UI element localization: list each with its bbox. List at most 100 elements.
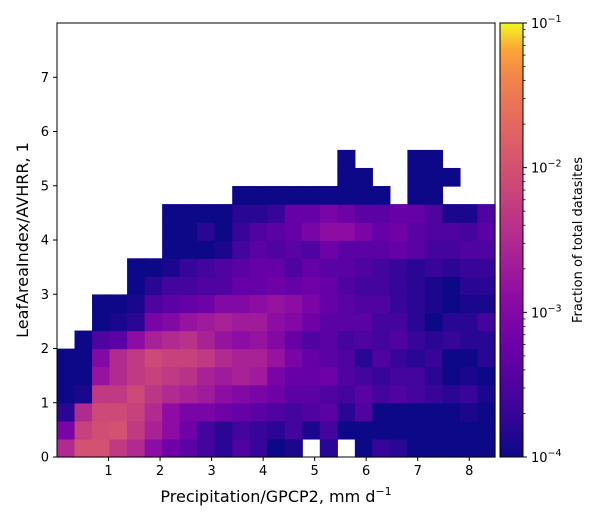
heatmap-cell — [249, 204, 268, 223]
heatmap-cell — [179, 402, 198, 422]
heatmap-cell — [249, 348, 268, 368]
heatmap-cell — [424, 402, 444, 422]
heatmap-cell — [319, 402, 338, 422]
heatmap-cell — [337, 186, 356, 205]
heatmap-cell — [284, 204, 303, 223]
heatmap-cell — [459, 222, 479, 241]
heatmap-cell — [477, 240, 496, 259]
heatmap-cell — [407, 312, 426, 332]
heatmap-cell — [179, 240, 198, 259]
x-tick-label: 8 — [465, 464, 473, 479]
heatmap-cell — [284, 240, 303, 259]
heatmap-cell — [74, 438, 93, 458]
heatmap-cell — [284, 294, 303, 314]
heatmap-cell — [442, 366, 461, 386]
y-tick-label: 3 — [41, 288, 49, 303]
heatmap-cell — [372, 366, 391, 386]
heatmap-cell — [442, 330, 461, 350]
heatmap-cell — [424, 149, 444, 169]
heatmap-cell — [162, 204, 181, 223]
heatmap-cell — [214, 384, 233, 404]
heatmap-cell — [197, 240, 216, 259]
heatmap-cell — [459, 366, 479, 386]
heatmap-cell — [424, 258, 444, 277]
heatmap-cell — [162, 222, 181, 241]
heatmap-cell — [477, 420, 496, 440]
colorbar-tick-label: 10−3 — [531, 303, 562, 321]
heatmap-cell — [197, 258, 216, 277]
x-tick-label: 6 — [362, 464, 370, 479]
heatmap-cell — [214, 294, 233, 314]
heatmap-cell — [127, 348, 146, 368]
heatmap-cell — [354, 204, 373, 223]
heatmap-cell — [109, 348, 128, 368]
heatmap-cell — [407, 222, 426, 241]
heatmap-cell — [407, 276, 426, 296]
heatmap-cell — [127, 294, 146, 314]
heatmap-cell — [354, 384, 373, 404]
heatmap-cell — [214, 420, 233, 440]
heatmap-cell — [319, 204, 338, 223]
heatmap-cell — [74, 330, 93, 350]
heatmap-cell — [267, 240, 286, 259]
heatmap-cell — [127, 258, 146, 277]
heatmap-cell — [162, 240, 181, 259]
heatmap-cell — [372, 258, 391, 277]
heatmap-cell — [179, 384, 198, 404]
heatmap-cell — [232, 330, 251, 350]
heatmap-cell — [127, 330, 146, 350]
heatmap-cell — [179, 330, 198, 350]
y-axis-label: LeafAreaIndex/AVHRR, 1 — [13, 142, 32, 338]
heatmap-cell — [109, 366, 128, 386]
heatmap-cell — [442, 312, 461, 332]
heatmap-cell — [232, 186, 251, 205]
heatmap-cell — [284, 366, 303, 386]
heatmap-cell — [249, 312, 268, 332]
colorbar-tick-label: 10−1 — [531, 14, 562, 32]
heatmap-cell — [424, 330, 444, 350]
heatmap-cell — [232, 420, 251, 440]
heatmap-cell — [302, 330, 321, 350]
heatmap-cell — [197, 366, 216, 386]
heatmap-cell — [162, 438, 181, 458]
heatmap-cell — [459, 312, 479, 332]
heatmap-cell — [389, 402, 408, 422]
heatmap-cell — [354, 186, 373, 205]
heatmap-cell — [319, 222, 338, 241]
heatmap-cell — [407, 402, 426, 422]
heatmap-cell — [407, 438, 426, 458]
colorbar-tick-base: 10 — [531, 17, 548, 32]
heatmap-cell — [442, 167, 461, 187]
heatmap-cell — [389, 420, 408, 440]
heatmap-cell — [214, 366, 233, 386]
heatmap-cell — [302, 420, 321, 440]
heatmap-cell — [319, 276, 338, 296]
heatmap-cell — [92, 402, 111, 422]
x-axis-label-exponent: −1 — [375, 485, 391, 498]
heatmap-cell — [372, 204, 391, 223]
heatmap-cell — [127, 276, 146, 296]
heatmap-cell — [162, 312, 181, 332]
heatmap-cell — [354, 240, 373, 259]
heatmap-cell — [372, 294, 391, 314]
heatmap-cell — [354, 222, 373, 241]
heatmap-cell — [267, 294, 286, 314]
heatmap-cell — [319, 294, 338, 314]
heatmap-cell — [249, 276, 268, 296]
heatmap-cell — [302, 402, 321, 422]
heatmap-cell — [232, 294, 251, 314]
heatmap-cell — [144, 384, 163, 404]
heatmap-cell — [267, 402, 286, 422]
heatmap-cell — [267, 384, 286, 404]
heatmap-cell — [284, 330, 303, 350]
heatmap-cell — [74, 366, 93, 386]
heatmap-cell — [477, 276, 496, 296]
heatmap-cell — [407, 366, 426, 386]
heatmap-cell — [179, 438, 198, 458]
heatmap-cell — [302, 186, 321, 205]
heatmap-cell — [407, 420, 426, 440]
heatmap-cell — [214, 312, 233, 332]
heatmap-cell — [407, 240, 426, 259]
heatmap-cell — [267, 258, 286, 277]
